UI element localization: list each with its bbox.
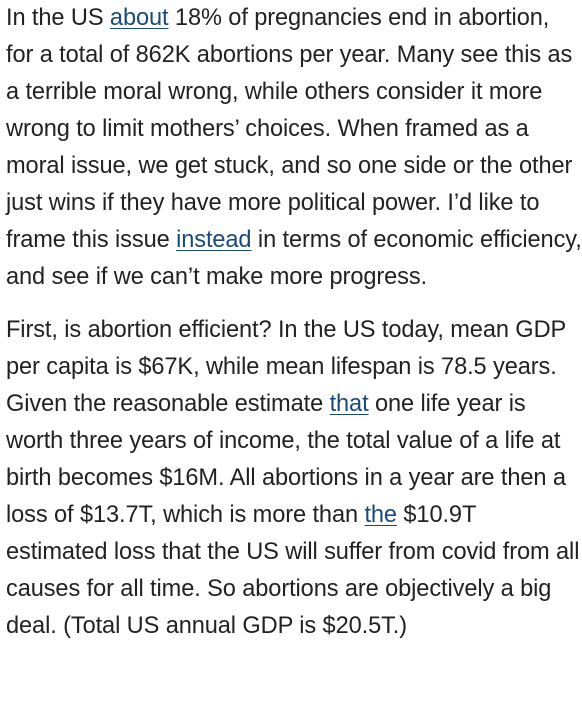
link-instead[interactable]: instead — [176, 227, 252, 253]
article-body: In the US about 18% of pregnancies end i… — [6, 0, 582, 645]
link-that[interactable]: that — [329, 391, 369, 417]
paragraph-1-text-b: 18% of pregnancies end in abortion, for … — [6, 5, 573, 253]
paragraph-2-text-c: $10.9T estimated loss that the US will s… — [6, 502, 580, 639]
link-about[interactable]: about — [109, 5, 169, 31]
link-the[interactable]: the — [364, 502, 397, 528]
paragraph-2-text-b: one life year is worth three years of in… — [6, 391, 566, 528]
paragraph-2: First, is abortion efficient? In the US … — [6, 312, 582, 645]
paragraph-2-text-a: First, is abortion efficient? In the US … — [6, 317, 566, 417]
paragraph-1-text-c: in terms of economic efficiency, and see… — [6, 227, 582, 290]
paragraph-1: In the US about 18% of pregnancies end i… — [6, 0, 582, 296]
paragraph-1-text-a: In the US — [6, 5, 110, 31]
